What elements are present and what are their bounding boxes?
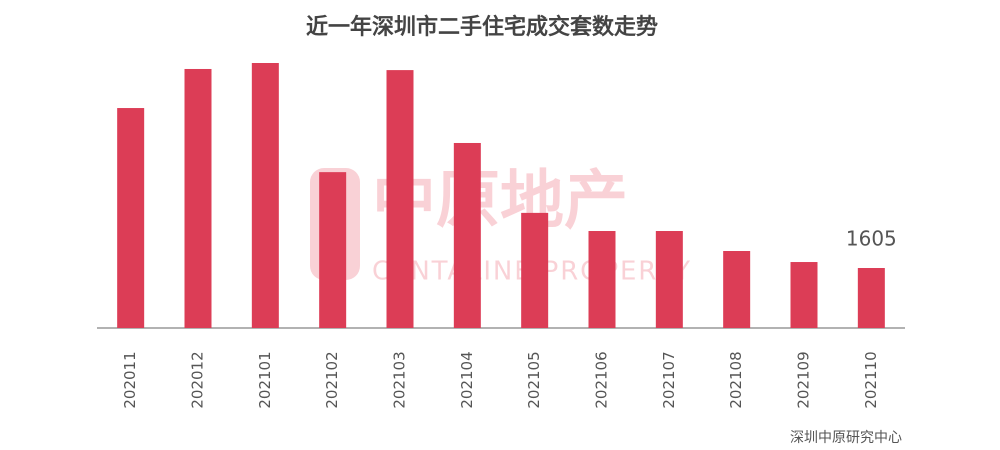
x-tick-label: 202012 bbox=[189, 351, 207, 408]
chart-title: 近一年深圳市二手住宅成交套数走势 bbox=[306, 14, 658, 40]
watermark-name: 中原地产 bbox=[372, 165, 628, 239]
bar bbox=[453, 142, 481, 328]
x-tick-label: 202110 bbox=[862, 351, 880, 408]
bar bbox=[319, 172, 347, 328]
bar bbox=[386, 70, 414, 328]
x-tick-label: 202104 bbox=[458, 351, 476, 408]
source: 深圳中原研究中心 bbox=[790, 430, 902, 446]
x-tick-label: 202102 bbox=[323, 351, 341, 408]
bar bbox=[790, 262, 818, 328]
x-tick-label: 202108 bbox=[727, 351, 745, 408]
bar bbox=[588, 231, 616, 328]
bar bbox=[521, 212, 549, 328]
x-tick-label: 202107 bbox=[660, 351, 678, 408]
x-tick-label: 202011 bbox=[121, 351, 139, 408]
watermark: 中原地产 CENTALINE PROPERTY bbox=[310, 165, 690, 287]
bar bbox=[117, 108, 145, 328]
x-tick-label: 202103 bbox=[391, 351, 409, 408]
bar bbox=[251, 63, 279, 328]
bar bbox=[857, 268, 885, 328]
bar bbox=[184, 68, 212, 328]
bar bbox=[723, 251, 751, 328]
bar bbox=[655, 231, 683, 328]
x-tick-label: 202105 bbox=[525, 351, 543, 408]
value-label: 1605 bbox=[846, 227, 897, 251]
x-tick-label: 202106 bbox=[593, 351, 611, 408]
x-tick-label: 202109 bbox=[795, 351, 813, 408]
x-tick-label: 202101 bbox=[256, 351, 274, 408]
